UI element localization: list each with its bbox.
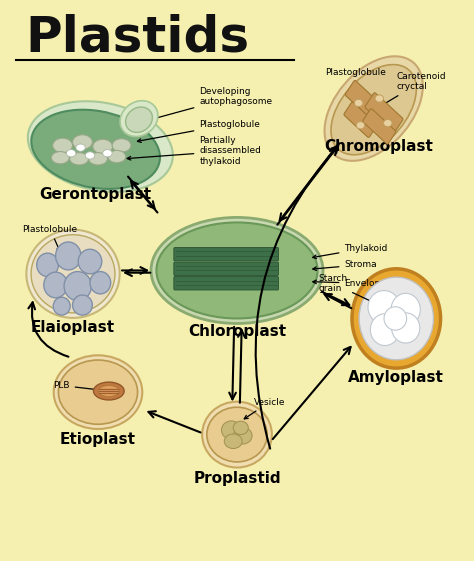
Ellipse shape <box>73 295 92 315</box>
Text: Plastolobule: Plastolobule <box>23 224 78 251</box>
Ellipse shape <box>151 218 323 324</box>
Ellipse shape <box>103 150 112 157</box>
Ellipse shape <box>202 402 272 467</box>
Ellipse shape <box>108 150 126 163</box>
Text: Thylakoid: Thylakoid <box>313 243 388 259</box>
Ellipse shape <box>384 307 407 330</box>
Ellipse shape <box>126 107 152 132</box>
Ellipse shape <box>93 139 113 154</box>
Ellipse shape <box>28 101 173 192</box>
Ellipse shape <box>90 272 111 294</box>
Ellipse shape <box>54 355 142 429</box>
Ellipse shape <box>355 99 363 107</box>
Ellipse shape <box>356 122 365 129</box>
Text: Developing
autophagosome: Developing autophagosome <box>146 86 273 122</box>
FancyBboxPatch shape <box>174 247 278 261</box>
Ellipse shape <box>233 421 248 435</box>
Ellipse shape <box>85 152 95 159</box>
Ellipse shape <box>224 434 242 449</box>
Ellipse shape <box>89 153 108 165</box>
Ellipse shape <box>392 313 420 343</box>
Text: Plastoglobule: Plastoglobule <box>137 119 260 142</box>
Text: Elaioplast: Elaioplast <box>31 320 115 334</box>
Text: Proplastid: Proplastid <box>193 471 281 486</box>
Ellipse shape <box>36 253 58 277</box>
FancyBboxPatch shape <box>174 277 278 290</box>
Text: Plastids: Plastids <box>25 13 249 62</box>
Ellipse shape <box>391 293 420 326</box>
Ellipse shape <box>64 272 91 301</box>
Ellipse shape <box>370 314 400 346</box>
Ellipse shape <box>120 101 158 136</box>
Text: Partially
disassembled
thylakoid: Partially disassembled thylakoid <box>127 136 261 166</box>
Ellipse shape <box>66 150 76 157</box>
Ellipse shape <box>78 249 102 274</box>
Ellipse shape <box>352 269 440 368</box>
Ellipse shape <box>31 234 115 313</box>
FancyArrowPatch shape <box>28 302 68 357</box>
Ellipse shape <box>73 135 92 149</box>
Ellipse shape <box>233 427 252 444</box>
Text: Chloroplast: Chloroplast <box>188 324 286 339</box>
Ellipse shape <box>27 229 119 318</box>
FancyArrowPatch shape <box>255 146 338 449</box>
Text: Plastoglobule: Plastoglobule <box>326 68 386 92</box>
Ellipse shape <box>70 153 89 165</box>
Text: Chromoplast: Chromoplast <box>324 139 433 154</box>
FancyBboxPatch shape <box>363 109 396 144</box>
FancyBboxPatch shape <box>365 93 403 134</box>
Ellipse shape <box>98 385 119 397</box>
Text: Gerontoplast: Gerontoplast <box>39 187 152 202</box>
Ellipse shape <box>221 421 241 439</box>
Text: Starch
grain: Starch grain <box>318 274 380 306</box>
Ellipse shape <box>368 291 400 324</box>
Ellipse shape <box>76 144 85 151</box>
Text: Envelope: Envelope <box>313 279 386 288</box>
FancyBboxPatch shape <box>174 262 278 275</box>
Text: Carotenoid
cryctal: Carotenoid cryctal <box>382 72 446 105</box>
Text: PLB: PLB <box>53 381 100 392</box>
Ellipse shape <box>51 151 69 164</box>
Ellipse shape <box>31 110 160 189</box>
Ellipse shape <box>44 272 67 298</box>
Ellipse shape <box>156 223 318 319</box>
Ellipse shape <box>55 242 81 270</box>
Text: Stroma: Stroma <box>313 260 377 270</box>
Ellipse shape <box>53 138 73 153</box>
Ellipse shape <box>58 360 137 424</box>
FancyBboxPatch shape <box>344 102 377 137</box>
Ellipse shape <box>331 65 416 155</box>
Text: Vesicle: Vesicle <box>244 398 285 419</box>
Ellipse shape <box>207 407 267 462</box>
Ellipse shape <box>359 277 434 360</box>
Ellipse shape <box>93 382 124 400</box>
Ellipse shape <box>53 297 70 315</box>
Ellipse shape <box>383 119 392 127</box>
Text: Amyloplast: Amyloplast <box>348 370 444 385</box>
FancyBboxPatch shape <box>345 80 383 121</box>
Ellipse shape <box>325 56 423 161</box>
Ellipse shape <box>375 95 383 102</box>
Ellipse shape <box>112 139 131 152</box>
Text: Etioplast: Etioplast <box>60 433 136 447</box>
